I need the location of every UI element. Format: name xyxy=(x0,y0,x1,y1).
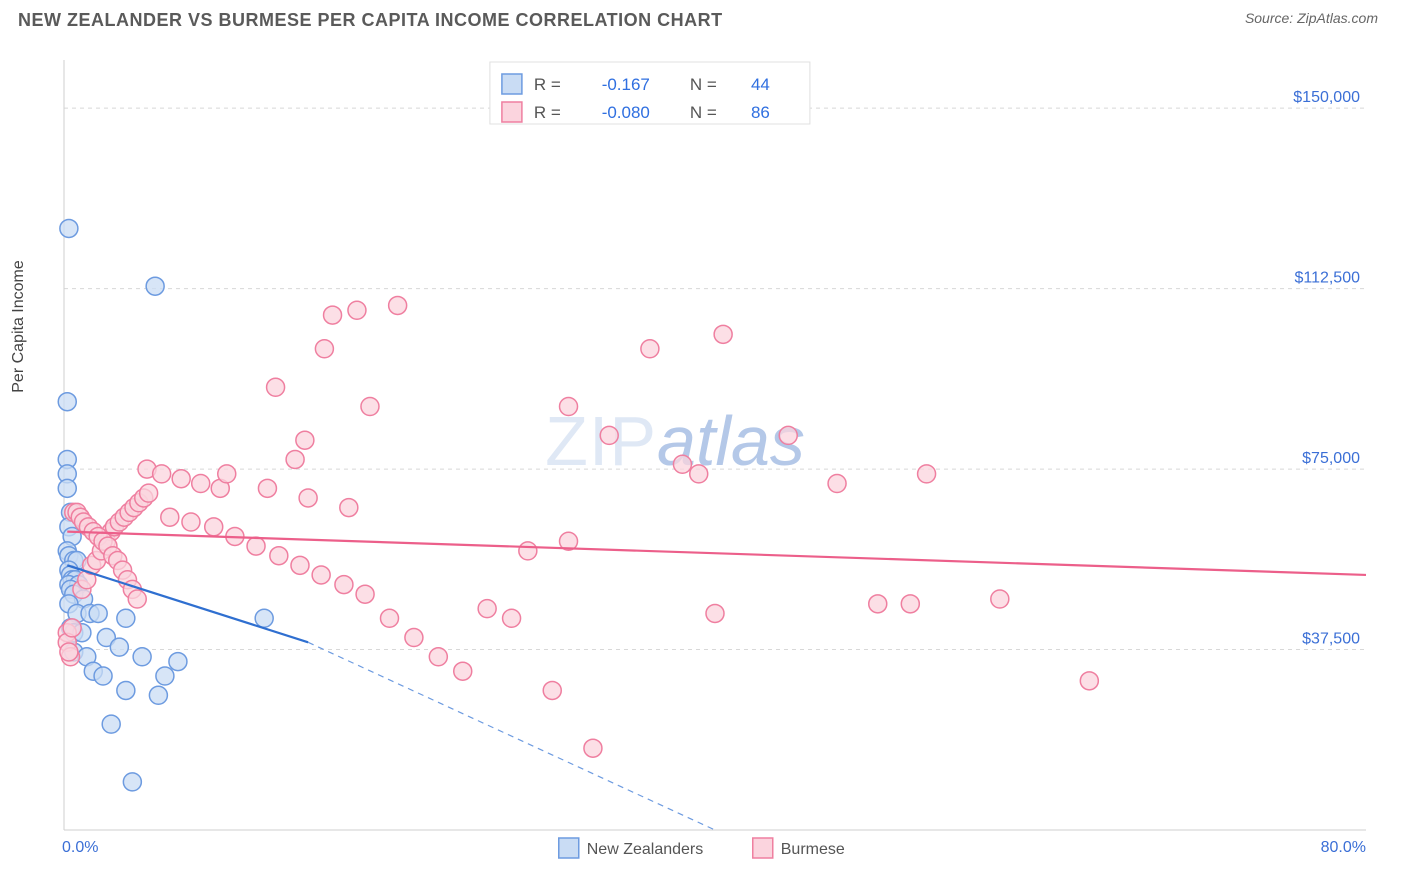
scatter-point-bm xyxy=(172,470,190,488)
scatter-point-nz xyxy=(89,604,107,622)
scatter-point-bm xyxy=(356,585,374,603)
scatter-point-nz xyxy=(60,219,78,237)
scatter-point-bm xyxy=(182,513,200,531)
scatter-point-nz xyxy=(123,773,141,791)
legend-swatch xyxy=(502,102,522,122)
bottom-legend-swatch xyxy=(559,838,579,858)
scatter-point-bm xyxy=(901,595,919,613)
scatter-point-bm xyxy=(267,378,285,396)
scatter-point-bm xyxy=(258,479,276,497)
scatter-point-bm xyxy=(1080,672,1098,690)
scatter-point-bm xyxy=(361,398,379,416)
scatter-point-bm xyxy=(429,648,447,666)
scatter-point-bm xyxy=(161,508,179,526)
y-axis-label: Per Capita Income xyxy=(10,260,28,393)
scatter-point-bm xyxy=(779,426,797,444)
scatter-point-nz xyxy=(133,648,151,666)
scatter-point-bm xyxy=(296,431,314,449)
bottom-legend-label: New Zealanders xyxy=(587,841,704,858)
scatter-point-nz xyxy=(156,667,174,685)
scatter-point-bm xyxy=(348,301,366,319)
scatter-point-bm xyxy=(584,739,602,757)
scatter-point-bm xyxy=(315,340,333,358)
svg-text:R =: R = xyxy=(534,75,561,94)
scatter-point-nz xyxy=(117,609,135,627)
scatter-point-bm xyxy=(291,556,309,574)
scatter-point-bm xyxy=(828,475,846,493)
svg-text:$37,500: $37,500 xyxy=(1302,631,1360,648)
scatter-point-bm xyxy=(286,450,304,468)
scatter-point-bm xyxy=(714,325,732,343)
scatter-point-bm xyxy=(60,643,78,661)
scatter-point-bm xyxy=(869,595,887,613)
legend-swatch xyxy=(502,74,522,94)
scatter-point-bm xyxy=(270,547,288,565)
trend-line-dashed-nz xyxy=(308,642,715,830)
scatter-point-bm xyxy=(503,609,521,627)
chart-container: Per Capita Income $37,500$75,000$112,500… xyxy=(20,46,1386,872)
scatter-point-bm xyxy=(381,609,399,627)
svg-text:N =: N = xyxy=(690,103,717,122)
scatter-point-nz xyxy=(58,479,76,497)
scatter-point-bm xyxy=(600,426,618,444)
scatter-point-bm xyxy=(478,600,496,618)
scatter-point-bm xyxy=(324,306,342,324)
scatter-point-bm xyxy=(140,484,158,502)
svg-text:86: 86 xyxy=(751,103,770,122)
svg-text:N =: N = xyxy=(690,75,717,94)
bottom-legend-label: Burmese xyxy=(781,841,845,858)
scatter-point-bm xyxy=(218,465,236,483)
scatter-point-bm xyxy=(991,590,1009,608)
scatter-point-nz xyxy=(255,609,273,627)
scatter-point-nz xyxy=(146,277,164,295)
svg-text:0.0%: 0.0% xyxy=(62,839,98,856)
scatter-point-bm xyxy=(673,455,691,473)
scatter-point-nz xyxy=(110,638,128,656)
scatter-point-nz xyxy=(149,686,167,704)
correlation-scatter-chart: $37,500$75,000$112,500$150,000ZIPatlas0.… xyxy=(20,46,1386,872)
svg-text:80.0%: 80.0% xyxy=(1321,839,1366,856)
scatter-point-nz xyxy=(102,715,120,733)
scatter-point-bm xyxy=(340,499,358,517)
scatter-point-bm xyxy=(153,465,171,483)
chart-title: NEW ZEALANDER VS BURMESE PER CAPITA INCO… xyxy=(18,10,723,31)
scatter-point-bm xyxy=(247,537,265,555)
scatter-point-bm xyxy=(299,489,317,507)
scatter-point-nz xyxy=(58,393,76,411)
scatter-point-bm xyxy=(405,629,423,647)
scatter-point-bm xyxy=(63,619,81,637)
scatter-point-nz xyxy=(117,681,135,699)
scatter-point-bm xyxy=(706,604,724,622)
scatter-point-nz xyxy=(94,667,112,685)
scatter-point-bm xyxy=(335,576,353,594)
scatter-point-bm xyxy=(543,681,561,699)
svg-text:R =: R = xyxy=(534,103,561,122)
svg-text:-0.167: -0.167 xyxy=(602,75,650,94)
scatter-point-nz xyxy=(169,653,187,671)
svg-text:$150,000: $150,000 xyxy=(1293,89,1360,106)
svg-text:44: 44 xyxy=(751,75,770,94)
svg-text:$112,500: $112,500 xyxy=(1294,270,1360,287)
scatter-point-bm xyxy=(205,518,223,536)
scatter-point-bm xyxy=(454,662,472,680)
scatter-point-bm xyxy=(519,542,537,560)
svg-text:$75,000: $75,000 xyxy=(1302,450,1360,467)
scatter-point-bm xyxy=(389,296,407,314)
scatter-point-bm xyxy=(918,465,936,483)
scatter-point-bm xyxy=(560,398,578,416)
scatter-point-bm xyxy=(641,340,659,358)
bottom-legend-swatch xyxy=(753,838,773,858)
scatter-point-bm xyxy=(690,465,708,483)
chart-source: Source: ZipAtlas.com xyxy=(1245,10,1378,26)
scatter-point-bm xyxy=(128,590,146,608)
scatter-point-bm xyxy=(192,475,210,493)
scatter-point-bm xyxy=(312,566,330,584)
svg-text:-0.080: -0.080 xyxy=(602,103,650,122)
